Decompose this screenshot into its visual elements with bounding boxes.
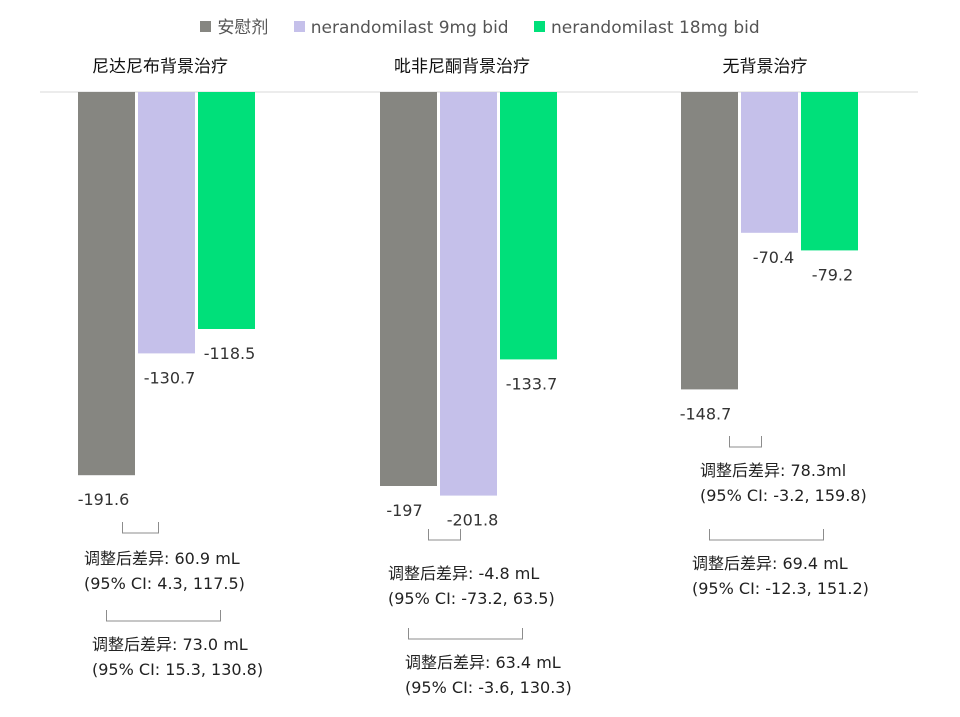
- annotation-g0-18mg: 调整后差异: 73.0 mL (95% CI: 15.3, 130.8): [92, 632, 263, 682]
- bar-18mg-group-2: [801, 92, 858, 251]
- annotation-line1: 调整后差异: 63.4 mL: [405, 653, 561, 672]
- annotation-line2: (95% CI: -73.2, 63.5): [388, 589, 555, 608]
- comparison-bracket: [106, 610, 221, 622]
- annotation-g2-18mg: 调整后差异: 69.4 mL (95% CI: -12.3, 151.2): [692, 551, 869, 601]
- data-label: -130.7: [144, 368, 196, 387]
- data-label: -191.6: [78, 490, 130, 509]
- annotation-g0-9mg: 调整后差异: 60.9 mL (95% CI: 4.3, 117.5): [84, 546, 245, 596]
- data-label: -201.8: [447, 511, 499, 530]
- annotation-line1: 调整后差异: 60.9 mL: [84, 549, 240, 568]
- group-title-pirfenidone: 吡非尼酮背景治疗: [394, 57, 530, 77]
- data-label: -70.4: [753, 248, 794, 267]
- annotation-g2-9mg: 调整后差异: 78.3ml (95% CI: -3.2, 159.8): [700, 458, 867, 508]
- legend-item-18mg: nerandomilast 18mg bid: [534, 18, 760, 38]
- annotation-line2: (95% CI: -3.2, 159.8): [700, 486, 867, 505]
- legend: 安慰剂 nerandomilast 9mg bid nerandomilast …: [0, 13, 960, 38]
- bar-placebo-group-1: [380, 92, 437, 486]
- group-title-no-background: 无背景治疗: [722, 57, 808, 77]
- comparison-bracket: [729, 436, 762, 448]
- legend-swatch-18mg: [534, 21, 545, 32]
- data-label: -118.5: [204, 344, 256, 363]
- legend-swatch-9mg: [293, 21, 305, 32]
- annotation-g1-9mg: 调整后差异: -4.8 mL (95% CI: -73.2, 63.5): [388, 561, 555, 611]
- bar-9mg-group-1: [440, 92, 497, 496]
- comparison-bracket: [408, 628, 523, 640]
- legend-item-placebo: 安慰剂: [200, 13, 268, 38]
- data-label: -148.7: [680, 404, 732, 423]
- comparison-bracket: [428, 529, 461, 541]
- data-label: -133.7: [506, 374, 558, 393]
- bar-18mg-group-0: [198, 92, 255, 329]
- legend-label-placebo: 安慰剂: [217, 18, 269, 38]
- data-label: -197: [386, 501, 422, 520]
- legend-item-9mg: nerandomilast 9mg bid: [293, 18, 509, 38]
- bar-9mg-group-2: [741, 92, 798, 233]
- annotation-line2: (95% CI: 15.3, 130.8): [92, 660, 264, 679]
- bar-placebo-group-2: [681, 92, 738, 390]
- annotation-line2: (95% CI: -3.6, 130.3): [405, 678, 572, 697]
- comparison-bracket: [122, 522, 159, 534]
- annotation-line1: 调整后差异: -4.8 mL: [388, 564, 540, 583]
- group-title-nintedanib: 尼达尼布背景治疗: [92, 57, 228, 77]
- annotation-line1: 调整后差异: 69.4 mL: [692, 554, 848, 573]
- legend-label-9mg: nerandomilast 9mg bid: [310, 18, 509, 38]
- annotation-line2: (95% CI: -12.3, 151.2): [692, 579, 869, 598]
- legend-swatch-placebo: [200, 21, 212, 32]
- bar-18mg-group-1: [500, 92, 557, 360]
- bar-placebo-group-0: [78, 92, 135, 476]
- bar-9mg-group-0: [138, 92, 195, 354]
- legend-label-18mg: nerandomilast 18mg bid: [551, 18, 760, 38]
- data-label: -79.2: [812, 265, 853, 284]
- annotation-line1: 调整后差异: 78.3ml: [700, 461, 847, 480]
- annotation-g1-18mg: 调整后差异: 63.4 mL (95% CI: -3.6, 130.3): [405, 650, 572, 700]
- annotation-line1: 调整后差异: 73.0 mL: [92, 635, 248, 654]
- annotation-line2: (95% CI: 4.3, 117.5): [84, 574, 245, 593]
- comparison-bracket: [709, 529, 824, 541]
